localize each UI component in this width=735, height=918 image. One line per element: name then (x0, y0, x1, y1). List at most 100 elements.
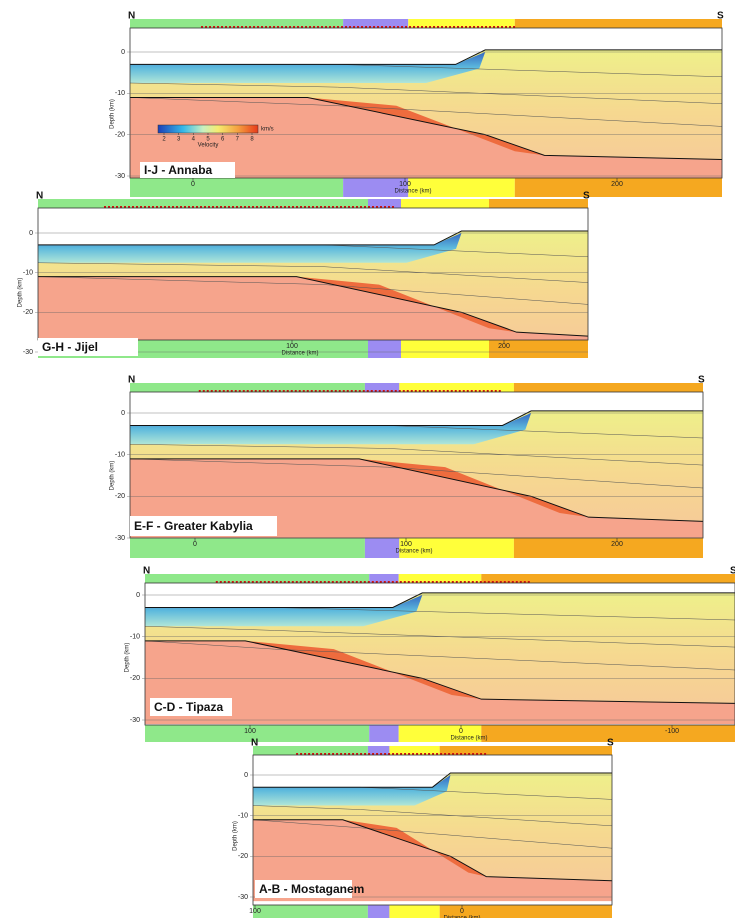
segment-bar (364, 538, 400, 558)
obs-marker (277, 26, 280, 28)
obs-marker (501, 26, 504, 28)
obs-marker (205, 26, 208, 28)
obs-marker (209, 26, 212, 28)
obs-marker (435, 581, 438, 583)
obs-marker (472, 753, 475, 755)
obs-marker (324, 753, 327, 755)
segment-bar (343, 178, 409, 197)
obs-marker (379, 581, 382, 583)
mantle (130, 97, 722, 178)
obs-marker (404, 753, 407, 755)
obs-marker (284, 206, 286, 208)
horizon (38, 262, 588, 283)
obs-marker (347, 581, 350, 583)
obs-marker (272, 206, 274, 208)
obs-marker (264, 206, 266, 208)
depth-tick-label: -30 (238, 894, 248, 901)
obs-marker (388, 753, 391, 755)
obs-marker (275, 581, 278, 583)
obs-marker (431, 581, 434, 583)
segment-bar (130, 383, 365, 392)
obs-marker (444, 753, 447, 755)
obs-marker (240, 206, 242, 208)
obs-marker (292, 206, 294, 208)
distance-tick-label: 100 (400, 541, 412, 548)
obs-marker (363, 581, 366, 583)
obs-marker (527, 581, 530, 583)
obs-marker (373, 26, 376, 28)
obs-marker (493, 26, 496, 28)
depth-tick-label: 0 (244, 772, 248, 779)
colorbar-tick-label: 3 (177, 137, 181, 143)
basin (38, 233, 462, 263)
obs-marker (307, 581, 310, 583)
obs-marker (128, 206, 130, 208)
obs-marker (235, 581, 238, 583)
seafloor (253, 772, 612, 788)
section (130, 392, 703, 538)
obs-marker (124, 206, 126, 208)
obs-marker (228, 206, 230, 208)
obs-marker (278, 390, 281, 392)
segment-bar (439, 905, 612, 918)
obs-marker (378, 390, 381, 392)
horizon (145, 626, 735, 648)
obs-marker (268, 206, 270, 208)
segment-bar (398, 725, 482, 742)
obs-marker (466, 390, 469, 392)
depth-tick-label: -20 (115, 493, 125, 500)
obs-marker (232, 206, 234, 208)
obs-marker (397, 26, 400, 28)
obs-marker (335, 581, 338, 583)
section (130, 28, 722, 178)
depth-tick-label: -20 (130, 675, 140, 682)
obs-marker (230, 390, 233, 392)
obs-marker (180, 206, 182, 208)
distance-tick-label: 100 (399, 181, 411, 188)
obs-marker (296, 206, 298, 208)
obs-marker (320, 753, 323, 755)
obs-marker (383, 581, 386, 583)
obs-marker (283, 581, 286, 583)
obs-marker (433, 26, 436, 28)
obs-marker (414, 390, 417, 392)
colorbar (157, 124, 259, 134)
obs-marker (215, 581, 218, 583)
obs-marker (398, 390, 401, 392)
north-label: N (251, 738, 258, 749)
section-label: C-D - Tipaza (154, 700, 223, 714)
colorbar-tick-label: 2 (162, 137, 166, 143)
obs-marker (396, 753, 399, 755)
obs-marker (336, 206, 338, 208)
obs-marker (482, 390, 485, 392)
obs-marker (248, 206, 250, 208)
segment-bar (398, 574, 482, 583)
distance-axis-label: Distance (km) (443, 916, 480, 918)
depth-tick-label: -30 (130, 717, 140, 724)
obs-marker (172, 206, 174, 208)
obs-marker (192, 206, 194, 208)
obs-marker (475, 581, 478, 583)
horizon (130, 444, 703, 466)
obs-marker (359, 581, 362, 583)
obs-marker (376, 753, 379, 755)
north-label: N (143, 566, 150, 577)
distance-tick-label: 200 (611, 541, 623, 548)
obs-marker (219, 581, 222, 583)
obs-marker (176, 206, 178, 208)
obs-marker (238, 390, 241, 392)
obs-marker (391, 581, 394, 583)
obs-marker (362, 390, 365, 392)
obs-marker (279, 581, 282, 583)
section-label: E-F - Greater Kabylia (134, 519, 253, 533)
obs-marker (313, 26, 316, 28)
seafloor (130, 49, 722, 65)
obs-marker (426, 390, 429, 392)
seafloor (130, 410, 703, 426)
obs-marker (445, 26, 448, 28)
obs-marker (225, 26, 228, 28)
obs-marker (266, 390, 269, 392)
distance-tick-label: 100 (249, 908, 261, 915)
obs-marker (405, 26, 408, 28)
obs-marker (120, 206, 122, 208)
